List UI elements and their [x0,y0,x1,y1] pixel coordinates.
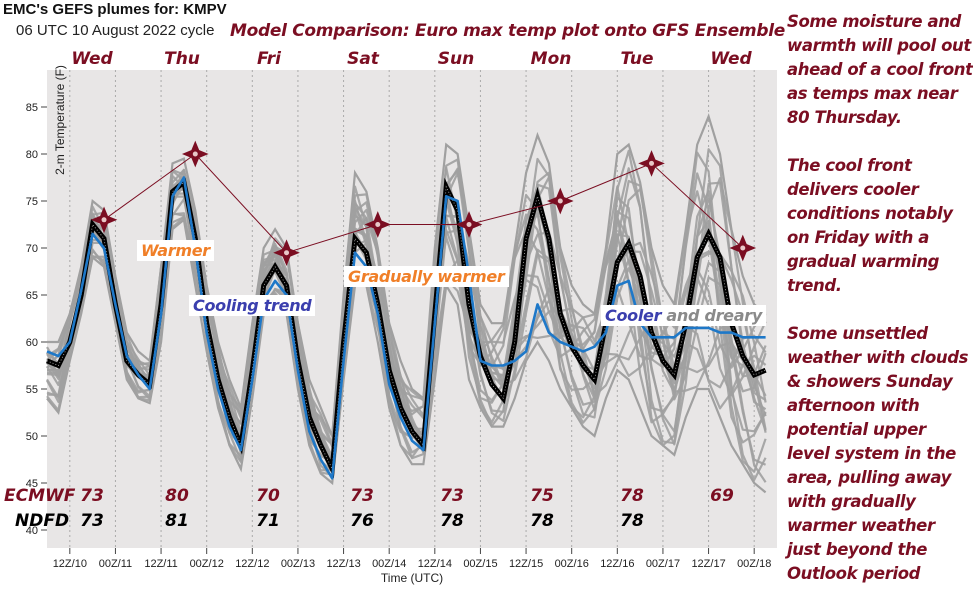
y-axis-label: 2-m Temperature (F) [53,65,67,175]
x-tick-label: 12Z/13 [326,558,360,570]
x-tick-label: 12Z/11 [144,558,177,570]
x-tick-label: 00Z/14 [372,558,406,570]
y-tick-label: 75 [26,196,38,208]
ecmwf-star-center [192,151,198,157]
ndfd-value: 78 [530,511,554,531]
forecast-discussion: Some moisture and warmth will pool out a… [787,12,973,583]
y-tick-label: 55 [26,384,38,396]
annotation-cooler: Cooler [605,306,662,325]
plume-chart: 40 45 50 55 60 65 70 75 80 85 12Z/10 00Z/11 12Z/11 0… [26,65,777,585]
ecmwf-star-center [740,245,746,251]
ecmwf-star-center [101,217,107,223]
x-tick-label: 00Z/17 [646,558,680,570]
y-tick-label: 85 [26,102,38,114]
annotation-cooling-trend: Cooling trend [189,295,316,316]
day-label: Sat [347,49,379,69]
ecmwf-value: 70 [256,486,280,506]
model-comparison-title: Model Comparison: Euro max temp plot ont… [230,21,785,41]
ndfd-value: 73 [80,511,104,531]
x-tick-label: 12Z/14 [418,558,452,570]
x-axis-label: Time (UTC) [381,571,443,585]
day-label: Tue [620,49,654,69]
ndfd-value: 71 [256,511,280,531]
ndfd-value: 76 [350,511,374,531]
y-axis: 40 45 50 55 60 65 70 75 80 85 [26,102,47,537]
x-tick-label: 12Z/10 [53,558,87,570]
x-tick-label: 00Z/18 [737,558,771,570]
annotation-warmer: Warmer [137,240,214,261]
ecmwf-value: 78 [620,486,644,506]
annotation-gradually-warmer: Gradually warmer [344,266,509,287]
ecmwf-connector-line [103,153,744,254]
ensemble-member-line [47,113,767,437]
chart-title: EMC's GEFS plumes for: KMPV [3,1,227,18]
ecmwf-value: 73 [350,486,374,506]
day-label: Mon [530,49,572,69]
y-tick-label: 40 [26,525,38,537]
ecmwf-value: 73 [440,486,464,506]
y-tick-label: 60 [26,337,38,349]
y-tick-label: 65 [26,290,38,302]
ecmwf-star-center [284,250,290,256]
x-tick-label: 12Z/17 [691,558,725,570]
ecmwf-value: 75 [530,486,554,506]
ecmwf-star-center [466,222,472,227]
day-label: Fri [257,49,281,69]
ecmwf-value: 69 [710,486,734,506]
x-tick-label: 00Z/11 [99,558,132,570]
x-tick-label: 12Z/16 [600,558,634,570]
ecmwf-value: 80 [165,486,189,506]
ensemble-member-line [46,217,767,494]
day-label: Wed [71,49,113,69]
day-label: Sun [437,49,475,69]
x-tick-label: 00Z/15 [463,558,497,570]
ecmwf-row-label: ECMWF [4,486,76,506]
annotation-dreary: and dreary [661,306,762,325]
x-tick-label: 00Z/16 [555,558,589,570]
ndfd-value: 81 [165,511,189,531]
ecmwf-value: 73 [80,486,104,506]
chart-subtitle: 06 UTC 10 August 2022 cycle [16,22,215,39]
ndfd-row-label: NDFD [15,511,70,531]
x-axis: 12Z/10 00Z/11 12Z/11 00Z/12 12Z/12 00Z/13 12Z/… [53,548,771,570]
y-tick-label: 50 [26,431,38,443]
y-tick-label: 70 [26,243,38,255]
ndfd-value: 78 [440,511,464,531]
ndfd-value: 78 [620,511,644,531]
day-label: Wed [710,49,752,69]
ecmwf-star-center [375,222,381,227]
ecmwf-star-center [557,198,563,204]
ecmwf-max-temps [90,140,757,267]
x-tick-label: 00Z/12 [190,558,224,570]
y-tick-label: 80 [26,149,38,161]
x-tick-label: 12Z/12 [235,558,269,570]
x-tick-label: 12Z/15 [509,558,543,570]
annotation-cooler-and-dreary: Cooler and dreary [601,305,766,326]
y-tick-label: 45 [26,478,38,490]
day-label: Thu [164,49,200,69]
x-tick-label: 00Z/13 [281,558,315,570]
ecmwf-star-center [649,160,655,166]
